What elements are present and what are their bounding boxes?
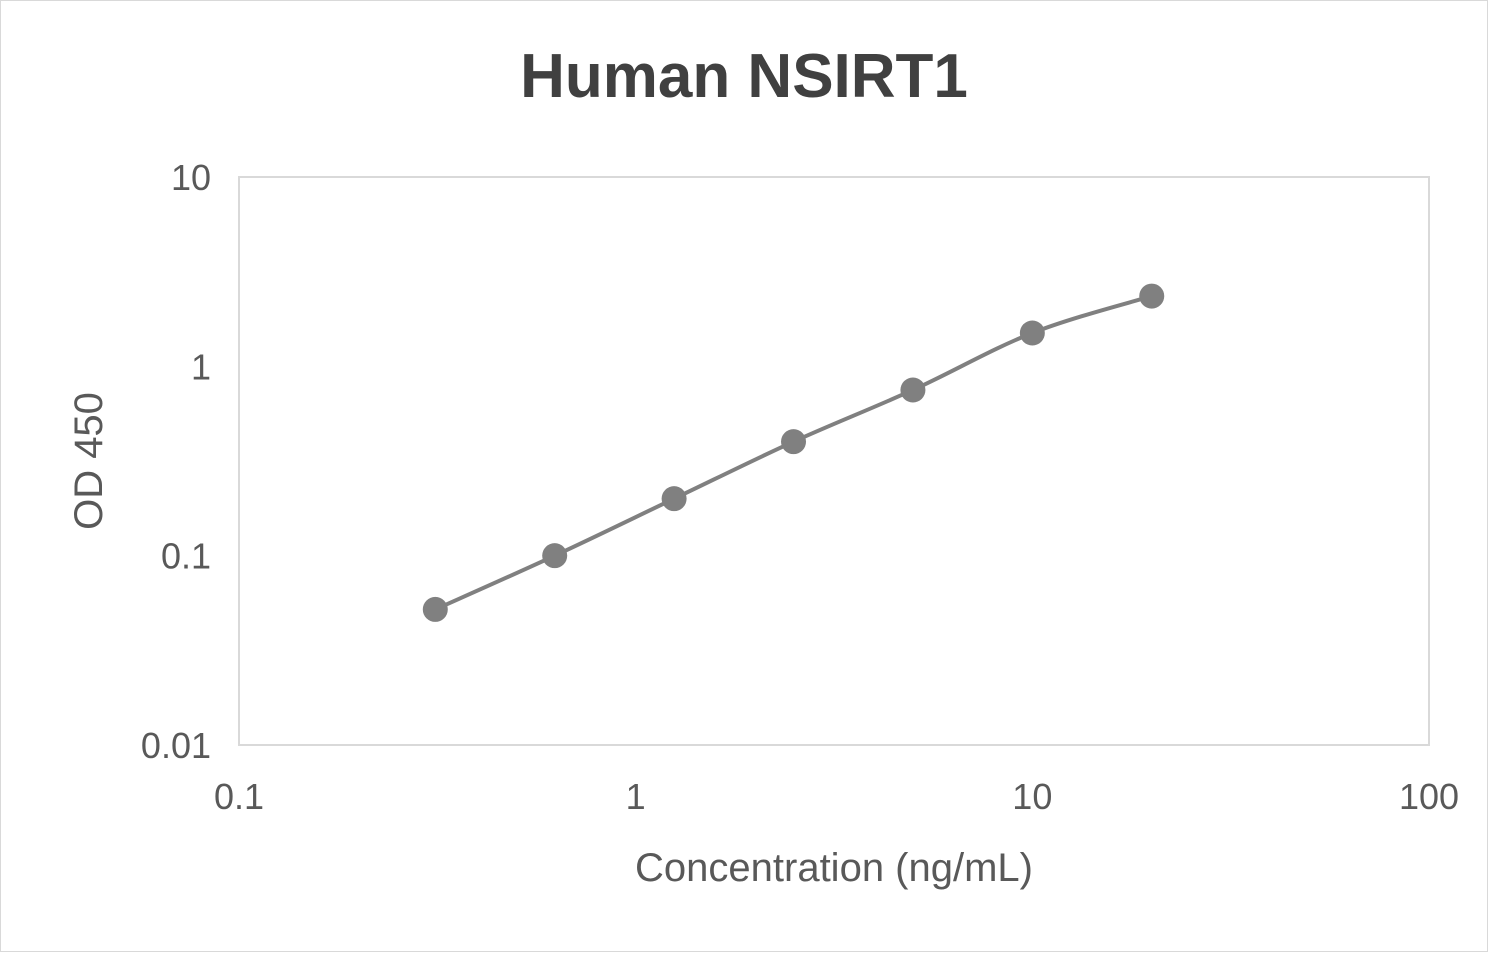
x-tick-label: 1 xyxy=(626,776,646,817)
y-tick-label: 0.01 xyxy=(141,725,211,766)
plot-area xyxy=(238,176,1430,746)
x-axis-title: Concentration (ng/mL) xyxy=(635,846,1033,890)
x-tick-label: 100 xyxy=(1399,776,1459,817)
x-tick-label: 0.1 xyxy=(214,776,264,817)
x-tick-label: 10 xyxy=(1012,776,1052,817)
y-tick-label: 1 xyxy=(191,346,211,387)
y-axis-title: OD 450 xyxy=(67,392,111,530)
series-layer xyxy=(422,283,1165,622)
y-tick-labels: 0.01 0.1 1 10 xyxy=(141,157,211,766)
chart-title: Human NSIRT1 xyxy=(520,42,968,111)
data-point xyxy=(1019,320,1045,346)
data-point xyxy=(781,429,807,455)
data-point xyxy=(900,377,926,403)
y-tick-label: 0.1 xyxy=(161,536,211,577)
y-tick-label: 10 xyxy=(171,157,211,198)
data-point xyxy=(661,486,687,512)
data-point xyxy=(422,596,448,622)
data-point xyxy=(542,543,568,569)
x-tick-labels: 0.1 1 10 100 xyxy=(214,776,1459,817)
data-point xyxy=(1139,283,1165,309)
